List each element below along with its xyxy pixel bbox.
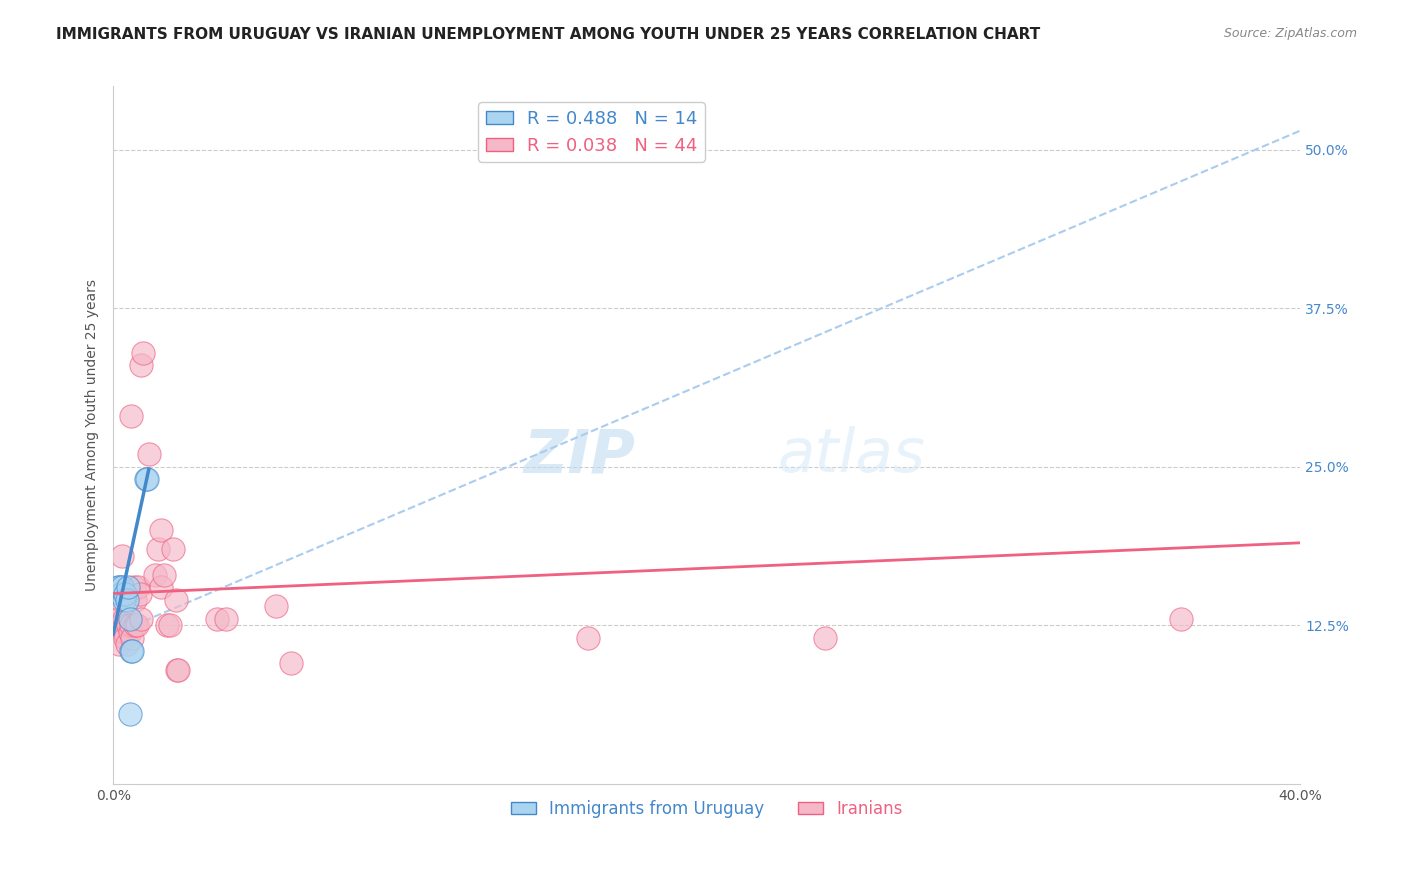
Point: [118, 624, 141, 639]
Point: [127, 580, 149, 594]
Point: [576, 631, 599, 645]
Point: [143, 567, 166, 582]
Point: [114, 624, 136, 639]
Point: [138, 447, 160, 461]
Point: [159, 618, 181, 632]
Point: [118, 706, 141, 721]
Point: [136, 472, 159, 486]
Point: [111, 580, 134, 594]
Point: [107, 580, 129, 594]
Point: [107, 612, 129, 626]
Point: [162, 542, 184, 557]
Point: [120, 618, 142, 632]
Point: [114, 631, 136, 645]
Point: [110, 618, 132, 632]
Point: [266, 599, 288, 614]
Point: [167, 663, 190, 677]
Text: ZIP: ZIP: [523, 426, 636, 485]
Point: [215, 612, 238, 626]
Point: [149, 523, 172, 537]
Point: [121, 631, 143, 645]
Point: [135, 472, 157, 486]
Point: [205, 612, 228, 626]
Point: [131, 359, 153, 373]
Point: [166, 663, 188, 677]
Point: [120, 643, 142, 657]
Point: [117, 580, 139, 594]
Point: [125, 618, 148, 632]
Point: [112, 624, 135, 639]
Point: [111, 580, 134, 594]
Point: [110, 593, 132, 607]
Text: Source: ZipAtlas.com: Source: ZipAtlas.com: [1223, 27, 1357, 40]
Point: [124, 618, 146, 632]
Point: [114, 586, 136, 600]
Point: [155, 618, 177, 632]
Text: IMMIGRANTS FROM URUGUAY VS IRANIAN UNEMPLOYMENT AMONG YOUTH UNDER 25 YEARS CORRE: IMMIGRANTS FROM URUGUAY VS IRANIAN UNEMP…: [56, 27, 1040, 42]
Text: atlas: atlas: [778, 426, 925, 485]
Point: [152, 567, 174, 582]
Point: [146, 542, 169, 557]
Point: [124, 593, 146, 607]
Point: [115, 637, 138, 651]
Point: [111, 549, 134, 563]
Point: [814, 631, 837, 645]
Point: [128, 586, 150, 600]
Point: [132, 345, 155, 359]
Point: [165, 593, 187, 607]
Point: [118, 612, 141, 626]
Point: [280, 657, 302, 671]
Point: [131, 612, 153, 626]
Point: [108, 637, 131, 651]
Point: [120, 409, 142, 423]
Point: [115, 593, 138, 607]
Legend: Immigrants from Uruguay, Iranians: Immigrants from Uruguay, Iranians: [505, 793, 910, 824]
Point: [112, 612, 135, 626]
Point: [121, 643, 143, 657]
Point: [122, 580, 145, 594]
Point: [117, 618, 139, 632]
Point: [149, 580, 172, 594]
Point: [110, 586, 132, 600]
Point: [108, 580, 131, 594]
Point: [112, 593, 135, 607]
Point: [1170, 612, 1192, 626]
Y-axis label: Unemployment Among Youth under 25 years: Unemployment Among Youth under 25 years: [86, 279, 100, 591]
